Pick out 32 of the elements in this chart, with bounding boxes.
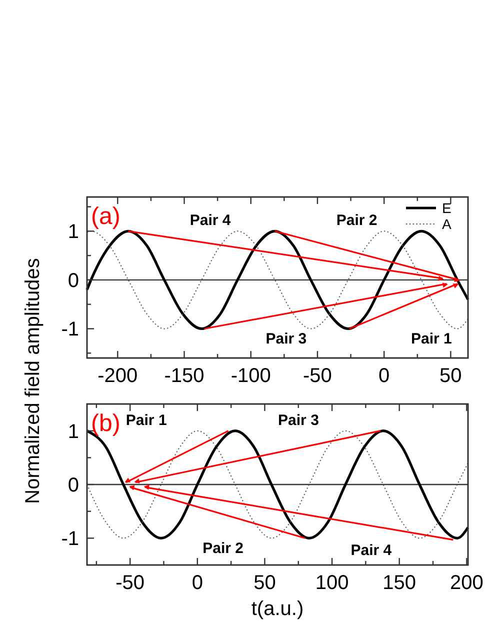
- annotation: Pair 1: [411, 330, 452, 348]
- x-tick-label: 50: [254, 572, 276, 594]
- x-tick-label: 150: [382, 572, 416, 594]
- y-tick-label: 1: [68, 221, 79, 244]
- annotation: Pair 2: [336, 212, 378, 230]
- legend-label: A: [442, 216, 452, 232]
- x-tick-label: -50: [116, 572, 145, 594]
- x-axis-title: t(a.u.): [251, 598, 304, 620]
- x-tick-label: 50: [440, 365, 462, 387]
- x-tick-label: -150: [164, 365, 204, 387]
- y-tick-label: 0: [68, 270, 79, 292]
- x-tick-label: -200: [98, 365, 138, 387]
- annotation: Pair 3: [266, 330, 307, 348]
- annotation: Pair 2: [202, 540, 244, 558]
- y-tick-label: 0: [68, 474, 79, 496]
- x-tick-label: 100: [315, 572, 349, 594]
- legend-label: E: [442, 200, 452, 216]
- annotation: (a): [91, 203, 120, 230]
- y-tick-label: 1: [68, 420, 79, 443]
- x-tick-label: 0: [378, 365, 390, 387]
- annotation: Pair 1: [126, 412, 167, 429]
- x-tick-label: 0: [192, 572, 203, 594]
- x-tick-label: -100: [230, 365, 271, 387]
- x-tick-label: -50: [303, 365, 332, 387]
- y-axis-title: Normalized field amplitudes: [22, 258, 44, 504]
- y-tick-label: -1: [61, 528, 79, 550]
- annotation: Pair 3: [278, 412, 319, 429]
- annotation: (b): [91, 410, 120, 437]
- annotation: Pair 4: [350, 542, 392, 559]
- y-tick-label: -1: [61, 318, 79, 341]
- x-tick-label: 200: [450, 572, 484, 594]
- annotation: Pair 4: [190, 212, 232, 230]
